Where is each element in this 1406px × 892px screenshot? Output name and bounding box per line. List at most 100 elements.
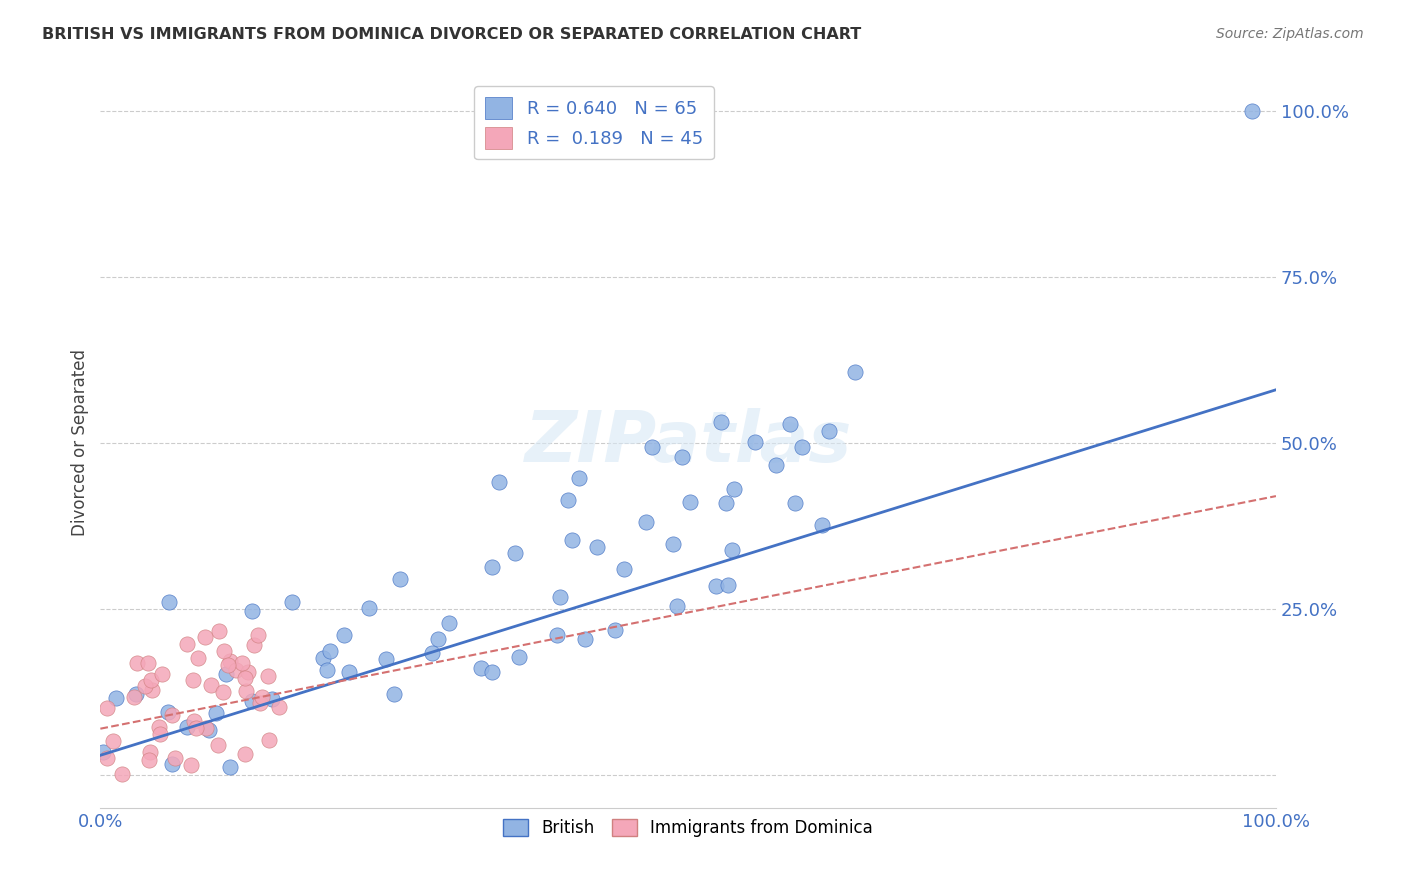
Point (156, 705, 179, 719)
Point (149, 727, 172, 741)
Point (240, 604, 263, 618)
Point (382, 687, 405, 701)
Point (671, 450, 693, 465)
Point (180, 758, 202, 772)
Point (205, 706, 228, 720)
Point (176, 637, 198, 651)
Point (717, 577, 740, 591)
Point (561, 533, 583, 547)
Point (844, 365, 866, 379)
Point (240, 694, 263, 708)
Point (481, 560, 503, 574)
Point (420, 647, 443, 661)
Point (357, 600, 380, 615)
Point (437, 615, 460, 630)
Point (134, 679, 156, 693)
Point (679, 495, 702, 509)
Point (218, 760, 240, 774)
Point (150, 666, 173, 681)
Point (710, 415, 733, 429)
Point (586, 540, 609, 554)
Point (666, 599, 689, 613)
Point (312, 650, 335, 665)
Point (481, 665, 503, 679)
Point (546, 628, 568, 642)
Point (235, 671, 257, 685)
Point (779, 417, 801, 431)
Point (765, 458, 787, 472)
Point (605, 624, 627, 638)
Point (427, 632, 450, 647)
Point (704, 579, 727, 593)
Point (641, 440, 664, 454)
Point (503, 545, 526, 559)
Point (219, 654, 242, 668)
Point (257, 669, 280, 683)
Point (250, 690, 273, 705)
Point (148, 720, 170, 734)
Point (163, 751, 186, 765)
Point (122, 690, 145, 704)
Point (716, 495, 738, 509)
Point (374, 651, 396, 665)
Point (138, 753, 160, 767)
Point (557, 493, 579, 508)
Point (159, 595, 181, 609)
Point (217, 658, 239, 673)
Point (160, 707, 183, 722)
Point (818, 424, 841, 438)
Point (176, 720, 198, 734)
Point (720, 542, 742, 557)
Point (613, 562, 636, 576)
Point (136, 656, 159, 670)
Point (93, 745, 115, 759)
Point (139, 673, 162, 687)
Point (181, 673, 204, 687)
Point (200, 678, 222, 692)
Point (723, 482, 745, 496)
Text: BRITISH VS IMMIGRANTS FROM DOMINICA DIVORCED OR SEPARATED CORRELATION CHART: BRITISH VS IMMIGRANTS FROM DOMINICA DIVO… (42, 27, 862, 42)
Point (249, 696, 271, 710)
Point (212, 644, 235, 658)
Point (225, 663, 247, 677)
Point (139, 745, 162, 759)
Legend: British, Immigrants from Dominica: British, Immigrants from Dominica (496, 813, 880, 844)
Point (488, 475, 510, 490)
Point (235, 684, 257, 698)
Point (187, 650, 209, 665)
Point (319, 644, 342, 658)
Point (247, 628, 270, 642)
Point (333, 628, 356, 642)
Text: ZIPatlas: ZIPatlas (524, 409, 852, 477)
Point (101, 734, 124, 748)
Point (194, 630, 217, 644)
Point (548, 591, 571, 605)
Point (183, 714, 205, 729)
Point (281, 595, 304, 609)
Point (337, 665, 360, 679)
Point (160, 757, 183, 772)
Point (195, 721, 218, 735)
Point (236, 665, 259, 679)
Point (636, 515, 658, 529)
Point (470, 661, 492, 675)
Point (389, 572, 412, 586)
Point (186, 721, 208, 735)
Point (315, 663, 337, 677)
Point (105, 691, 128, 706)
Point (208, 624, 231, 638)
Point (574, 632, 596, 646)
Point (231, 657, 253, 671)
Point (125, 686, 148, 700)
Point (215, 667, 238, 681)
Point (111, 767, 134, 781)
Point (243, 638, 266, 652)
Point (141, 682, 163, 697)
Point (811, 518, 834, 533)
Point (661, 536, 683, 550)
Point (744, 434, 766, 449)
Point (790, 440, 813, 454)
Point (1241, 103, 1264, 118)
Point (568, 471, 591, 485)
Point (267, 700, 290, 714)
